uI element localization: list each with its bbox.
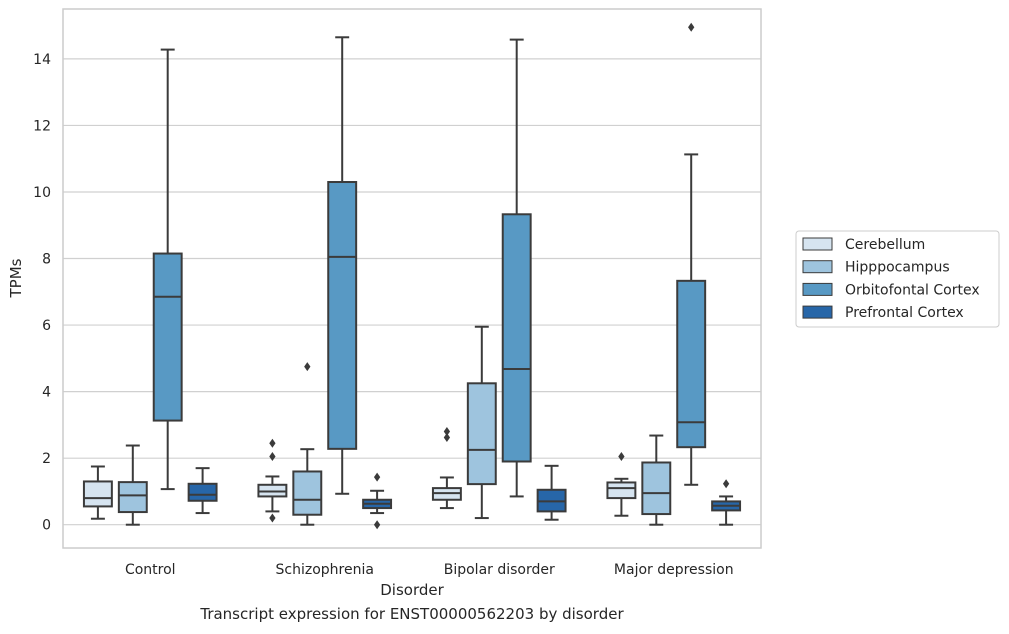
chart-caption: Transcript expression for ENST0000056220… bbox=[200, 605, 624, 623]
x-tick-label: Major depression bbox=[614, 562, 734, 578]
y-tick-labels: 0 2 4 6 8 10 12 14 bbox=[33, 52, 51, 534]
y-tick-label: 14 bbox=[33, 52, 51, 68]
legend-frame bbox=[795, 230, 1000, 328]
box-bipolar-disorder-cerebellum bbox=[431, 427, 462, 510]
legend-label: Orbitofontal Cortex bbox=[845, 282, 980, 298]
box-control-hipppocampus bbox=[117, 444, 148, 526]
box-iqr bbox=[606, 481, 637, 500]
y-tick-label: 12 bbox=[33, 118, 51, 134]
box-control-orbitofontal-cortex bbox=[152, 48, 183, 491]
box-iqr bbox=[676, 279, 707, 449]
x-tick-label: Control bbox=[125, 562, 176, 578]
box-bipolar-disorder-hipppocampus bbox=[466, 325, 497, 520]
outlier-point bbox=[269, 513, 276, 523]
legend-swatch bbox=[802, 305, 833, 319]
y-tick-label: 0 bbox=[42, 518, 51, 534]
box-iqr bbox=[327, 181, 358, 450]
box-major-depression-orbitofontal-cortex bbox=[676, 22, 707, 486]
box-bipolar-disorder-orbitofontal-cortex bbox=[501, 38, 532, 498]
outlier-point bbox=[304, 362, 311, 372]
box-control-cerebellum bbox=[82, 465, 113, 520]
x-tick-label: Schizophrenia bbox=[276, 562, 374, 578]
box-iqr bbox=[466, 382, 497, 486]
box-groups bbox=[82, 22, 742, 530]
outlier-point bbox=[373, 472, 381, 482]
outlier-point bbox=[618, 452, 625, 462]
outlier-point bbox=[443, 427, 451, 437]
box-major-depression-prefrontal-cortex bbox=[711, 479, 742, 526]
y-tick-label: 6 bbox=[42, 318, 51, 334]
x-axis-label: Disorder bbox=[380, 581, 444, 599]
legend-swatch bbox=[802, 237, 833, 251]
box-control-prefrontal-cortex bbox=[187, 467, 218, 515]
plot-frame bbox=[62, 8, 762, 549]
outlier-point bbox=[688, 22, 695, 32]
outlier-point bbox=[269, 452, 276, 462]
box-schizophrenia-prefrontal-cortex bbox=[362, 472, 393, 530]
outlier-point bbox=[443, 433, 451, 443]
box-iqr bbox=[152, 252, 183, 422]
legend: Cerebellum Hipppocampus Orbitofontal Corte… bbox=[795, 230, 1000, 328]
legend-label: Cerebellum bbox=[845, 237, 925, 253]
y-tick-label: 2 bbox=[42, 451, 51, 467]
legend-label: Prefrontal Cortex bbox=[845, 305, 964, 321]
box-iqr bbox=[82, 480, 113, 508]
box-schizophrenia-hipppocampus bbox=[292, 362, 323, 526]
box-schizophrenia-orbitofontal-cortex bbox=[327, 36, 358, 495]
legend-swatch bbox=[802, 282, 833, 296]
box-iqr bbox=[641, 461, 672, 516]
box-iqr bbox=[292, 470, 323, 516]
box-iqr bbox=[501, 213, 532, 463]
box-iqr bbox=[117, 481, 148, 514]
box-major-depression-cerebellum bbox=[606, 452, 637, 517]
box-schizophrenia-cerebellum bbox=[257, 438, 288, 523]
legend-label: Hipppocampus bbox=[845, 260, 950, 276]
outlier-point bbox=[722, 479, 730, 489]
y-tick-label: 4 bbox=[42, 385, 51, 401]
y-axis-label: TPMs bbox=[7, 258, 25, 298]
outlier-point bbox=[269, 438, 276, 448]
box-major-depression-hipppocampus bbox=[641, 434, 672, 526]
box-iqr bbox=[187, 482, 218, 502]
x-tick-label: Bipolar disorder bbox=[444, 562, 555, 578]
outlier-point bbox=[373, 520, 381, 530]
x-tick-labels: Control Schizophrenia Bipolar disorder Majo… bbox=[125, 562, 734, 578]
box-bipolar-disorder-prefrontal-cortex bbox=[536, 464, 567, 521]
y-tick-label: 8 bbox=[42, 252, 51, 268]
y-tick-label: 10 bbox=[33, 185, 51, 201]
legend-swatch bbox=[802, 260, 833, 274]
